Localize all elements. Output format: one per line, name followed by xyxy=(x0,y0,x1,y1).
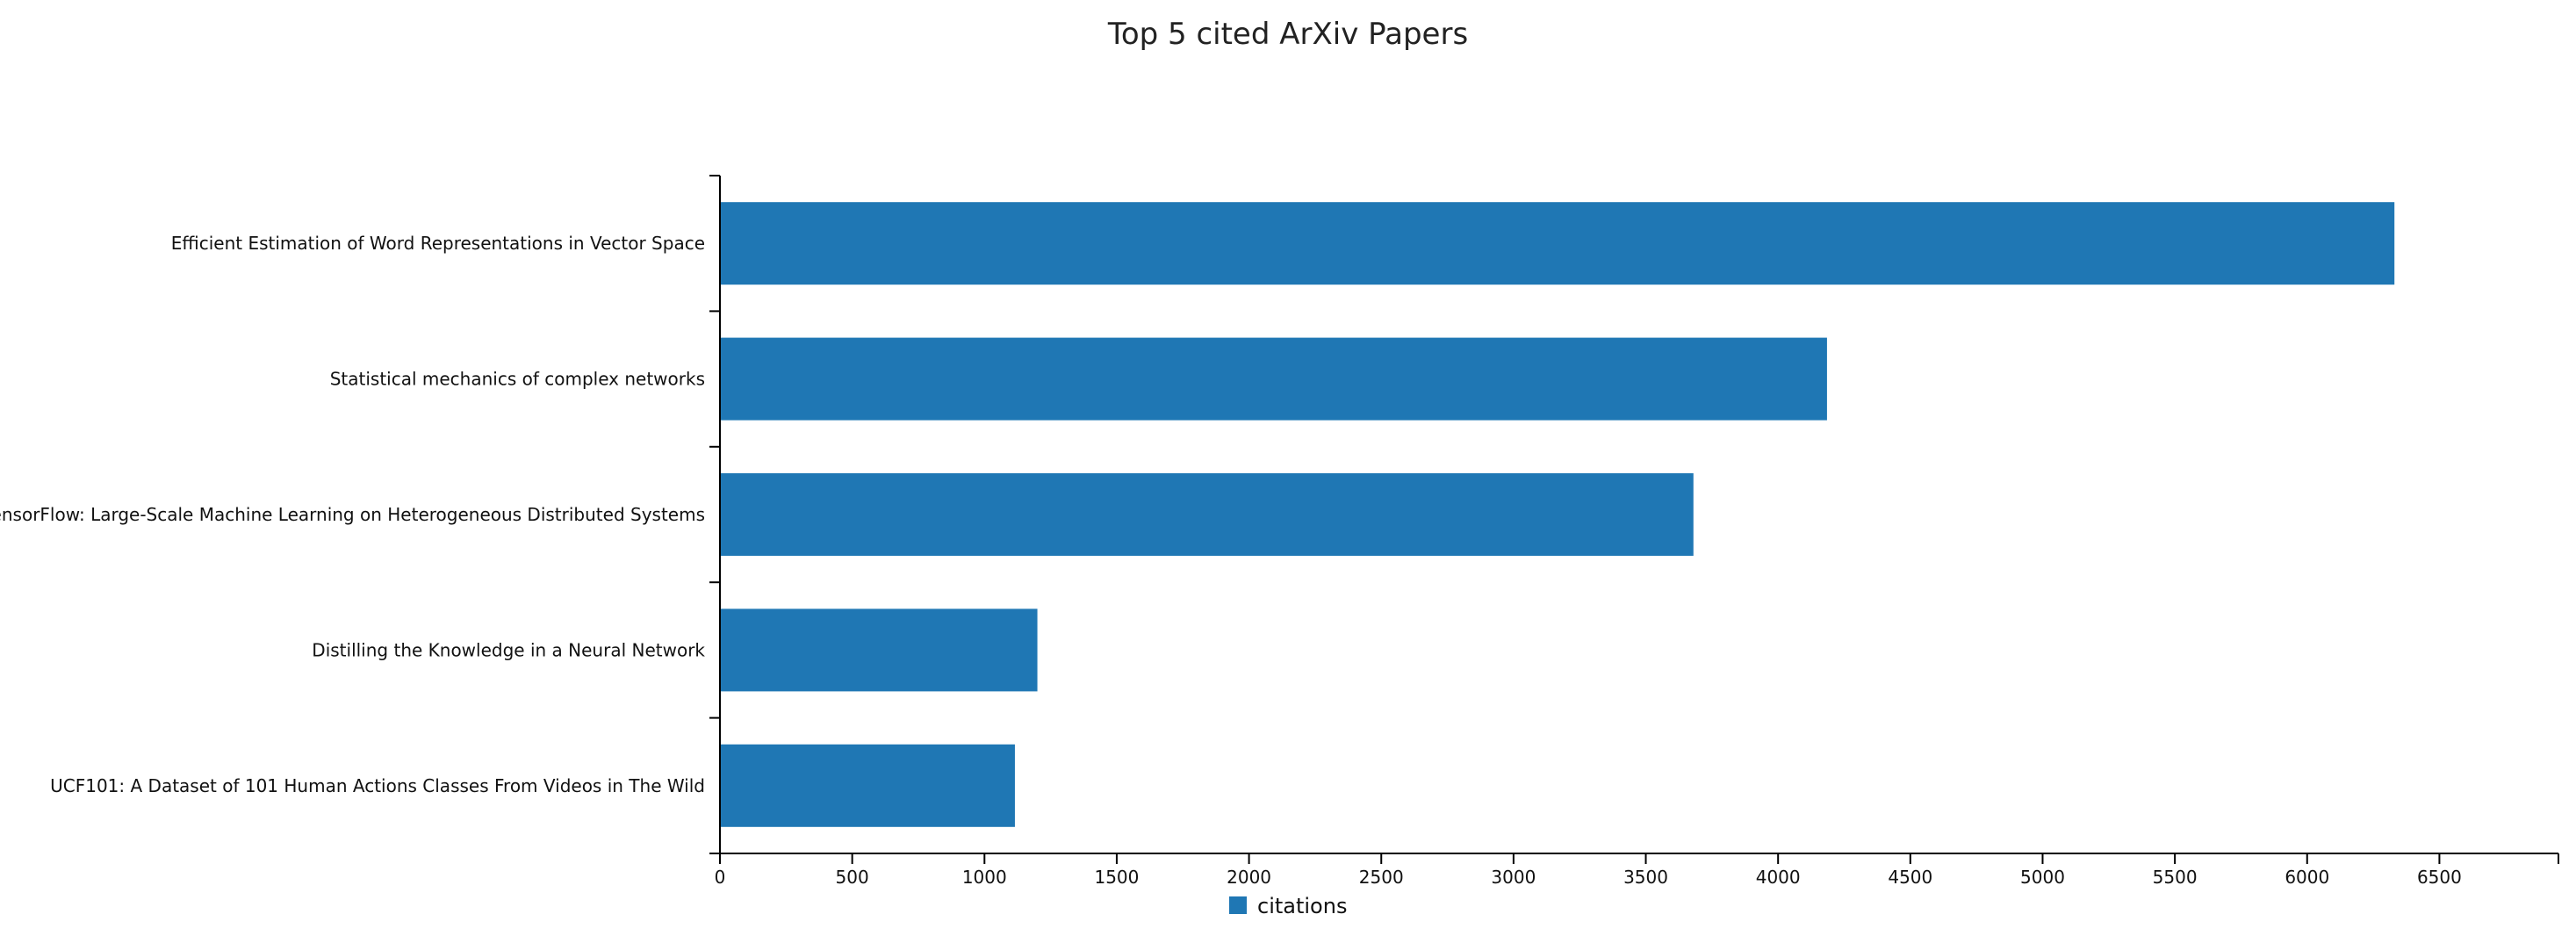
x-tick-label: 3500 xyxy=(1623,867,1668,888)
category-label: TensorFlow: Large-Scale Machine Learning… xyxy=(0,504,705,525)
bar xyxy=(720,473,1694,556)
x-tick-label: 2000 xyxy=(1227,867,1271,888)
legend-swatch xyxy=(1229,896,1247,914)
category-label: Efficient Estimation of Word Representat… xyxy=(171,233,705,254)
x-axis: 0 500 1000 1500 2000 2500 3000 3500 4000 4500 5000… xyxy=(715,853,2559,888)
x-tick-label: 5500 xyxy=(2153,867,2198,888)
bars-group xyxy=(720,202,2395,827)
x-tick-label: 0 xyxy=(715,867,726,888)
x-tick-label: 3000 xyxy=(1491,867,1536,888)
category-label: Distilling the Knowledge in a Neural Net… xyxy=(312,639,705,660)
x-tick-label: 4000 xyxy=(1756,867,1801,888)
y-axis: Efficient Estimation of Word Representat… xyxy=(0,175,721,854)
x-tick-label: 4500 xyxy=(1888,867,1932,888)
x-tick-label: 6000 xyxy=(2285,867,2329,888)
x-tick-label: 1000 xyxy=(962,867,1007,888)
legend: citations xyxy=(1229,894,1347,918)
category-label: Statistical mechanics of complex network… xyxy=(330,369,705,390)
bar xyxy=(720,744,1015,827)
bar xyxy=(720,202,2395,285)
x-tick-label: 5000 xyxy=(2020,867,2065,888)
x-tick-label: 6500 xyxy=(2417,867,2462,888)
bar xyxy=(720,608,1038,692)
x-tick-label: 2500 xyxy=(1359,867,1404,888)
bar xyxy=(720,337,1827,421)
legend-label: citations xyxy=(1257,894,1347,918)
x-tick-label: 1500 xyxy=(1094,867,1139,888)
chart-title: Top 5 cited ArXiv Papers xyxy=(1107,17,1468,52)
x-tick-label: 500 xyxy=(836,867,869,888)
category-label: UCF101: A Dataset of 101 Human Actions C… xyxy=(50,775,705,796)
